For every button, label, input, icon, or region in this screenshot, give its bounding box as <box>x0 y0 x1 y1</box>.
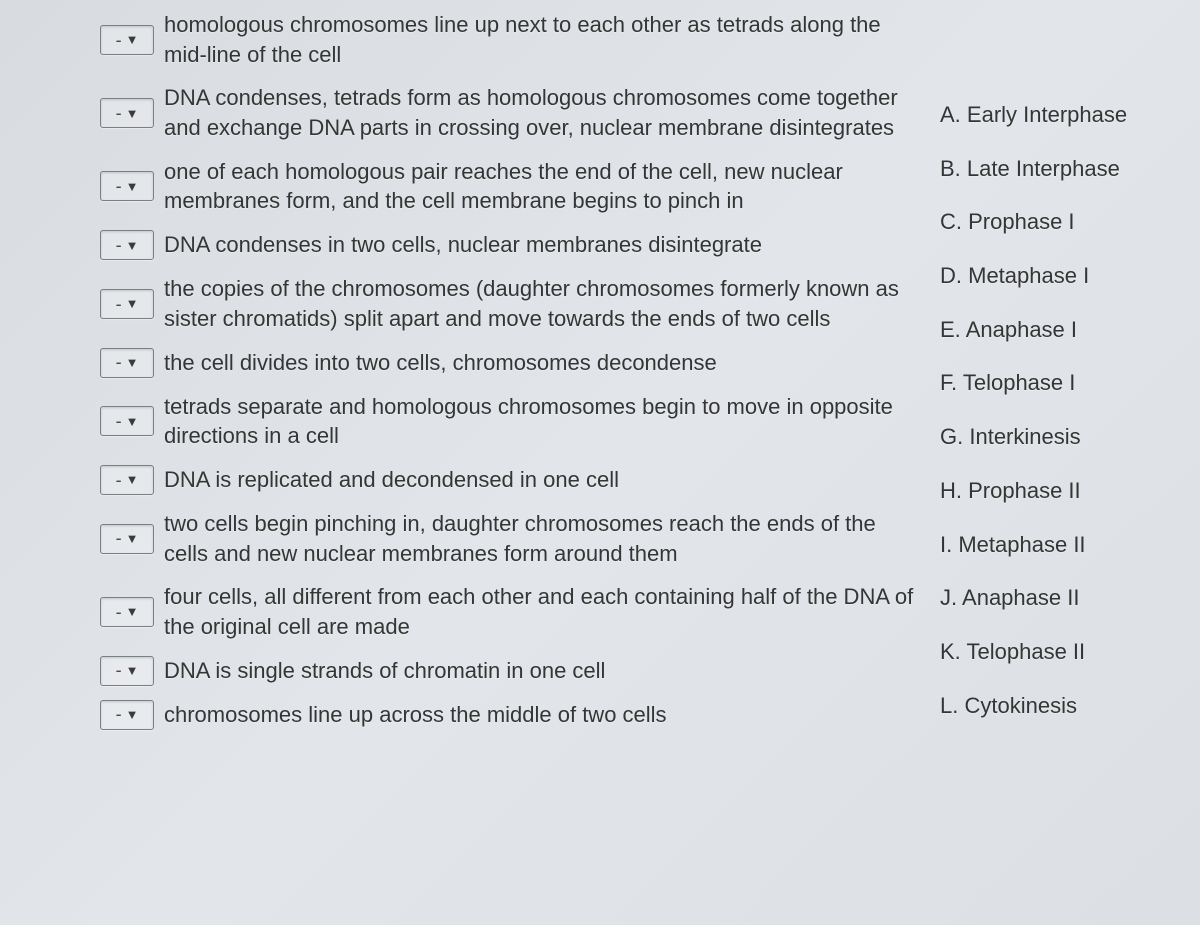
answer-option: B. Late Interphase <box>940 154 1170 184</box>
chevron-down-icon: ▼ <box>126 180 139 193</box>
question-row: - ▼ homologous chromosomes line up next … <box>100 10 916 69</box>
answer-letter: G. <box>940 424 963 449</box>
question-row: - ▼ DNA is replicated and decondensed in… <box>100 465 916 495</box>
answer-option: K. Telophase II <box>940 637 1170 667</box>
question-text: the copies of the chromosomes (daughter … <box>164 274 916 333</box>
question-text: four cells, all different from each othe… <box>164 582 916 641</box>
question-text: DNA condenses, tetrads form as homologou… <box>164 83 916 142</box>
answer-option: E. Anaphase I <box>940 315 1170 345</box>
question-row: - ▼ one of each homologous pair reaches … <box>100 157 916 216</box>
question-text: tetrads separate and homologous chromoso… <box>164 392 916 451</box>
question-text: homologous chromosomes line up next to e… <box>164 10 916 69</box>
dropdown-placeholder: - <box>116 702 122 726</box>
answer-letter: H. <box>940 478 962 503</box>
question-row: - ▼ two cells begin pinching in, daughte… <box>100 509 916 568</box>
answer-option: C. Prophase I <box>940 207 1170 237</box>
answer-letter: J. <box>940 585 957 610</box>
answer-text: Telophase II <box>967 639 1086 664</box>
answer-dropdown[interactable]: - ▼ <box>100 25 154 55</box>
matching-question: - ▼ homologous chromosomes line up next … <box>100 10 1170 730</box>
answer-letter: B. <box>940 156 961 181</box>
question-row: - ▼ the copies of the chromosomes (daugh… <box>100 274 916 333</box>
answer-text: Late Interphase <box>967 156 1120 181</box>
answer-dropdown[interactable]: - ▼ <box>100 524 154 554</box>
answer-dropdown[interactable]: - ▼ <box>100 348 154 378</box>
dropdown-placeholder: - <box>116 292 122 316</box>
chevron-down-icon: ▼ <box>126 708 139 721</box>
answer-text: Metaphase II <box>958 532 1085 557</box>
answer-text: Prophase II <box>968 478 1081 503</box>
question-text: one of each homologous pair reaches the … <box>164 157 916 216</box>
dropdown-placeholder: - <box>116 526 122 550</box>
chevron-down-icon: ▼ <box>126 473 139 486</box>
question-row: - ▼ DNA condenses, tetrads form as homol… <box>100 83 916 142</box>
answer-option: I. Metaphase II <box>940 530 1170 560</box>
chevron-down-icon: ▼ <box>126 532 139 545</box>
chevron-down-icon: ▼ <box>126 239 139 252</box>
answer-dropdown[interactable]: - ▼ <box>100 230 154 260</box>
answer-text: Interkinesis <box>969 424 1080 449</box>
answer-key-column: A. Early Interphase B. Late Interphase C… <box>940 10 1170 720</box>
dropdown-placeholder: - <box>116 101 122 125</box>
question-row: - ▼ DNA is single strands of chromatin i… <box>100 656 916 686</box>
chevron-down-icon: ▼ <box>126 107 139 120</box>
dropdown-placeholder: - <box>116 233 122 257</box>
question-row: - ▼ four cells, all different from each … <box>100 582 916 641</box>
answer-letter: D. <box>940 263 962 288</box>
answer-dropdown[interactable]: - ▼ <box>100 406 154 436</box>
answer-letter: E. <box>940 317 961 342</box>
answer-text: Prophase I <box>968 209 1074 234</box>
answer-dropdown[interactable]: - ▼ <box>100 98 154 128</box>
dropdown-placeholder: - <box>116 174 122 198</box>
answer-text: Early Interphase <box>967 102 1127 127</box>
chevron-down-icon: ▼ <box>126 664 139 677</box>
answer-option: L. Cytokinesis <box>940 691 1170 721</box>
answer-letter: K. <box>940 639 961 664</box>
question-text: DNA condenses in two cells, nuclear memb… <box>164 230 916 260</box>
question-text: the cell divides into two cells, chromos… <box>164 348 916 378</box>
answer-option: D. Metaphase I <box>940 261 1170 291</box>
answer-option: J. Anaphase II <box>940 583 1170 613</box>
question-row: - ▼ the cell divides into two cells, chr… <box>100 348 916 378</box>
answer-letter: I. <box>940 532 952 557</box>
answer-option: A. Early Interphase <box>940 100 1170 130</box>
chevron-down-icon: ▼ <box>126 605 139 618</box>
answer-letter: C. <box>940 209 962 234</box>
dropdown-placeholder: - <box>116 350 122 374</box>
question-row: - ▼ chromosomes line up across the middl… <box>100 700 916 730</box>
question-text: DNA is replicated and decondensed in one… <box>164 465 916 495</box>
question-row: - ▼ DNA condenses in two cells, nuclear … <box>100 230 916 260</box>
answer-text: Cytokinesis <box>964 693 1076 718</box>
question-row: - ▼ tetrads separate and homologous chro… <box>100 392 916 451</box>
answer-text: Metaphase I <box>968 263 1089 288</box>
answer-text: Anaphase II <box>962 585 1079 610</box>
dropdown-placeholder: - <box>116 409 122 433</box>
chevron-down-icon: ▼ <box>126 297 139 310</box>
dropdown-placeholder: - <box>116 468 122 492</box>
answer-dropdown[interactable]: - ▼ <box>100 700 154 730</box>
answer-option: F. Telophase I <box>940 368 1170 398</box>
answer-letter: L. <box>940 693 958 718</box>
answer-option: G. Interkinesis <box>940 422 1170 452</box>
answer-letter: F. <box>940 370 957 395</box>
answer-letter: A. <box>940 102 961 127</box>
question-column: - ▼ homologous chromosomes line up next … <box>100 10 916 730</box>
answer-text: Telophase I <box>963 370 1076 395</box>
dropdown-placeholder: - <box>116 600 122 624</box>
answer-dropdown[interactable]: - ▼ <box>100 597 154 627</box>
question-text: DNA is single strands of chromatin in on… <box>164 656 916 686</box>
dropdown-placeholder: - <box>116 28 122 52</box>
answer-dropdown[interactable]: - ▼ <box>100 656 154 686</box>
dropdown-placeholder: - <box>116 658 122 682</box>
answer-text: Anaphase I <box>966 317 1077 342</box>
chevron-down-icon: ▼ <box>126 33 139 46</box>
question-text: chromosomes line up across the middle of… <box>164 700 916 730</box>
answer-dropdown[interactable]: - ▼ <box>100 171 154 201</box>
answer-option: H. Prophase II <box>940 476 1170 506</box>
answer-dropdown[interactable]: - ▼ <box>100 289 154 319</box>
question-text: two cells begin pinching in, daughter ch… <box>164 509 916 568</box>
chevron-down-icon: ▼ <box>126 415 139 428</box>
chevron-down-icon: ▼ <box>126 356 139 369</box>
answer-dropdown[interactable]: - ▼ <box>100 465 154 495</box>
